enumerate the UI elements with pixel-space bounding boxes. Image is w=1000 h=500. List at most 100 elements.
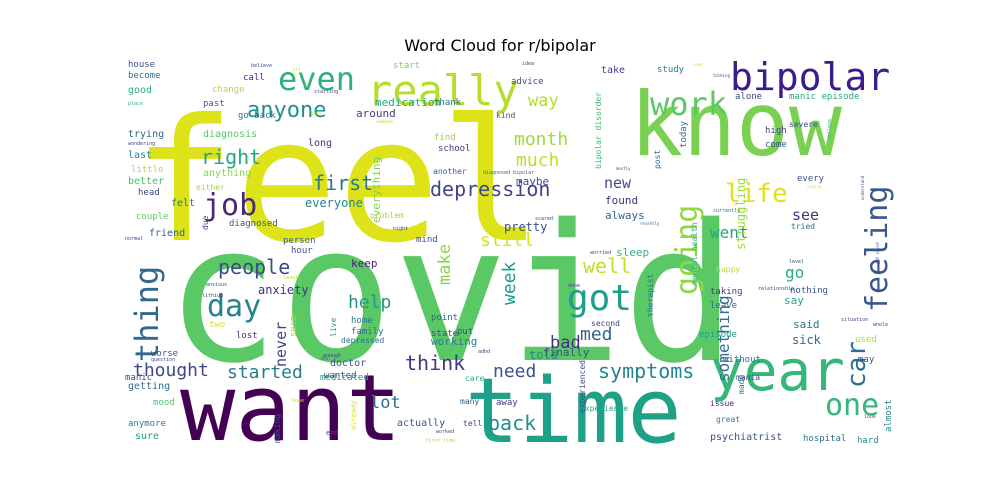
word-state: state: [431, 329, 458, 339]
word-time: time: [465, 359, 682, 445]
word-day: day: [207, 289, 261, 324]
word-relationship: relationship: [758, 286, 794, 292]
word-make: make: [435, 244, 455, 285]
word-med: med: [580, 324, 613, 345]
word-college: college: [827, 119, 833, 140]
word-little: little: [131, 165, 164, 175]
word-long: long: [308, 138, 332, 149]
word-hour: hour: [291, 246, 313, 256]
word-started: started: [227, 362, 303, 383]
word-study: study: [657, 65, 685, 75]
word-felt: felt: [171, 198, 195, 209]
word-know: know: [630, 73, 842, 176]
word-currently: currently: [713, 208, 740, 214]
word-worse: worse: [151, 349, 178, 359]
word-second: second: [591, 319, 620, 328]
word-even: even: [278, 60, 355, 98]
word-thing: thing: [128, 266, 166, 362]
word-lot: lot: [370, 393, 401, 413]
word-happy: happy: [716, 265, 740, 274]
word-find: find: [434, 133, 456, 143]
word-worked: worked: [436, 429, 454, 435]
word-believe: believe: [251, 63, 272, 69]
word-care: care: [465, 374, 484, 383]
word-coming: coming: [807, 184, 822, 189]
word-hospital: hospital: [803, 434, 846, 444]
word-live: live: [329, 318, 338, 337]
word-seem: seem: [289, 315, 299, 337]
word-point: point: [431, 313, 458, 323]
word-without: without: [723, 355, 761, 365]
word-symptoms: symptoms: [598, 359, 694, 383]
word-say: say: [784, 294, 804, 307]
word-anyone: anyone: [247, 98, 326, 123]
word-post: post: [653, 150, 662, 169]
word-hope: hope: [292, 398, 304, 404]
word-many: many: [460, 397, 479, 406]
word-house: house: [128, 60, 155, 70]
word-high: high: [765, 126, 787, 136]
word-problem: problem: [370, 211, 404, 220]
word-car: car: [842, 341, 872, 388]
word-great: great: [716, 415, 740, 424]
word-keep: keep: [351, 257, 378, 270]
word-diagnosed-bipolar: diagnosed bipolar: [483, 170, 534, 176]
word-normal: normal: [125, 236, 143, 242]
word-either: either: [196, 183, 225, 192]
word-first-time: first time: [425, 438, 455, 444]
word-place: place: [128, 101, 143, 107]
word-year: year: [710, 339, 845, 404]
word-found: found: [605, 194, 638, 207]
word-diagnosed: diagnosed: [229, 219, 278, 229]
word-soon: soon: [693, 62, 703, 67]
word-finally: finally: [543, 346, 590, 359]
word-depression: depression: [430, 177, 550, 201]
word-depressed: depressed: [341, 336, 385, 345]
word-hard: hard: [857, 436, 879, 445]
word-really: really: [367, 66, 519, 115]
word-situation: situation: [841, 317, 868, 323]
word-trying: trying: [128, 129, 164, 140]
word-least: least: [283, 275, 298, 281]
word-life: life: [725, 179, 788, 209]
word-cloud: covid feel know want time year really bipolar wo…: [125, 60, 895, 445]
word-feel: feel: [133, 83, 542, 281]
word-covid: covid: [165, 184, 737, 405]
word-mostly: mostly: [616, 166, 631, 171]
word-need: need: [493, 361, 536, 382]
word-severe: severe: [789, 120, 818, 129]
word-head: head: [138, 188, 160, 198]
word-old: old: [293, 67, 301, 72]
word-issue: issue: [710, 399, 734, 408]
word-friend: friend: [149, 228, 185, 239]
word-someone: someone: [376, 119, 393, 124]
word-think: think: [405, 351, 465, 375]
word-change: change: [212, 85, 245, 95]
word-school: school: [438, 144, 471, 154]
word-take: take: [601, 65, 625, 76]
word-call: call: [243, 73, 265, 83]
word-whole: whole: [873, 322, 888, 328]
word-scared: scared: [535, 216, 553, 222]
word-thank: thank: [434, 98, 462, 108]
word-home: home: [351, 316, 373, 326]
word-going: going: [670, 205, 705, 295]
word-first: first: [313, 171, 373, 195]
word-told: told: [529, 348, 558, 362]
word-anxiety: anxiety: [258, 283, 309, 297]
word-go-back: go back: [238, 111, 277, 121]
word-never: never: [272, 322, 290, 367]
word-wanted: wanted: [324, 371, 357, 381]
word-still: still: [480, 230, 534, 251]
word-lithium: lithium: [202, 293, 223, 299]
word-leave: leave: [710, 301, 737, 311]
word-nothing: nothing: [790, 286, 828, 296]
word-got-covid: got covid: [875, 242, 880, 264]
word-right: right: [201, 145, 261, 169]
word-much: much: [516, 150, 559, 171]
word-night: night: [393, 226, 408, 232]
word-getting: getting: [128, 381, 170, 392]
word-couple: couple: [136, 212, 169, 222]
word-always: always: [605, 209, 645, 222]
